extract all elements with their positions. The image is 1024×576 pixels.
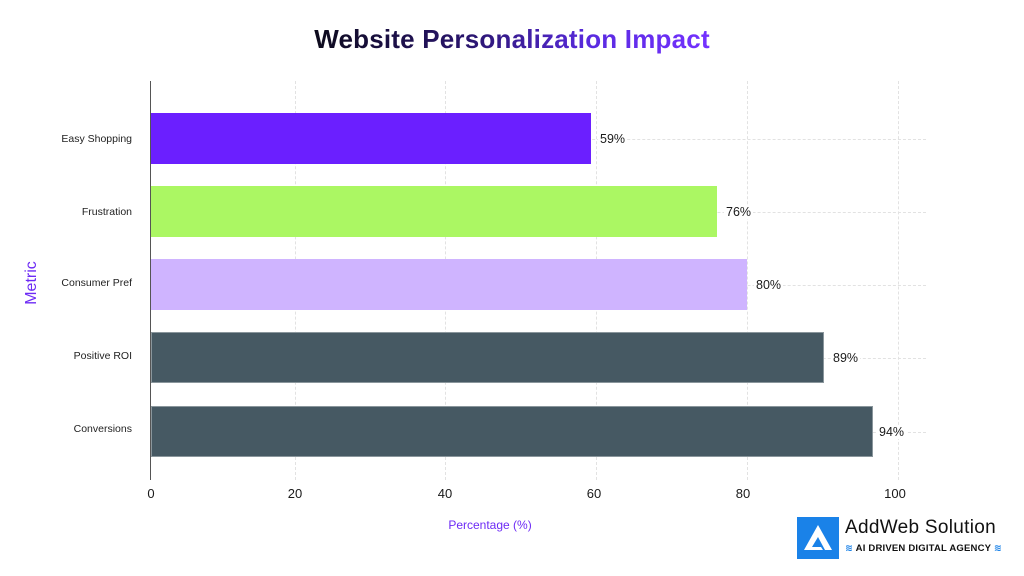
y-axis-label: Metric (23, 261, 40, 305)
speed-arrows-left-icon: ≋ (845, 543, 856, 554)
gridline-x-100 (898, 81, 899, 480)
category-label-positive-roi: Positive ROI (73, 350, 132, 362)
x-tick-40: 40 (437, 486, 453, 501)
x-tick-100: 100 (884, 486, 906, 501)
category-label-frustration: Frustration (81, 206, 132, 218)
bar-frustration (151, 186, 717, 237)
x-axis-label: Percentage (%) (448, 518, 532, 532)
value-label-conversions: 94% (877, 425, 907, 439)
speed-arrows-right-icon: ≋ (991, 543, 1003, 554)
value-label-frustration: 76% (724, 205, 754, 219)
x-tick-60: 60 (586, 486, 602, 501)
chart-title-text: Website Personalization Impact (314, 24, 710, 54)
x-tick-20: 20 (287, 486, 303, 501)
x-tick-0: 0 (147, 486, 155, 501)
bar-easy-shopping (151, 113, 591, 164)
value-label-positive-roi: 89% (831, 351, 861, 365)
x-tick-80: 80 (735, 486, 751, 501)
category-label-consumer-pref: Consumer Pref (61, 277, 132, 289)
logo-tagline: ≋ AI DRIVEN DIGITAL AGENCY ≋ (845, 543, 1002, 554)
category-label-conversions: Conversions (73, 423, 132, 435)
logo-tagline-text: AI DRIVEN DIGITAL AGENCY (855, 543, 992, 554)
gridline-x-80 (747, 81, 748, 480)
y-axis-line (150, 81, 151, 480)
logo-company-name: AddWeb Solution (845, 517, 996, 538)
value-label-consumer-pref: 80% (754, 278, 784, 292)
bar-conversions (151, 406, 873, 457)
bar-positive-roi (151, 332, 824, 383)
value-label-easy-shopping: 59% (598, 132, 628, 146)
bar-consumer-pref (151, 259, 747, 310)
logo-a-icon (797, 517, 839, 559)
chart-title: Website Personalization Impact (0, 24, 1024, 55)
category-label-easy-shopping: Easy Shopping (61, 133, 132, 145)
